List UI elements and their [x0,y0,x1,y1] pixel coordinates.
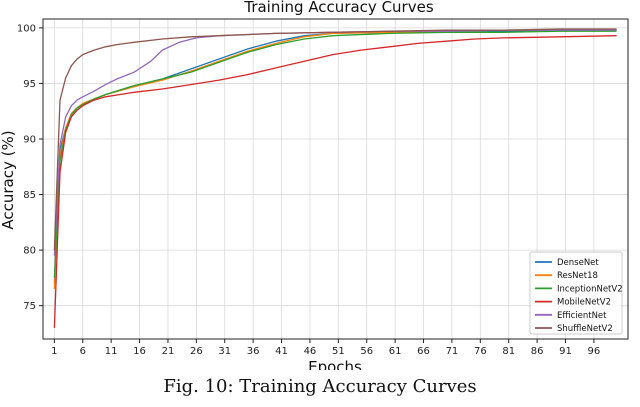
series-lines [53,28,617,328]
y-tick-label: 75 [23,301,36,312]
series-line-shufflenetv2 [53,28,617,251]
legend: DenseNet ResNet18 InceptionNetV2 MobileNetV… [529,251,623,335]
x-tick-label: 11 [105,346,118,357]
legend-label: ResNet18 [557,271,598,281]
grid [43,19,628,339]
x-tick-label: 96 [588,346,601,357]
legend-label: InceptionNetV2 [557,284,623,294]
x-tick-label: 91 [559,346,572,357]
x-ticks: 1 6 11 16 21 26 31 36 41 46 51 56 61 66 71 76 81 86 91 96 [51,339,600,357]
y-axis-label: Accuracy (%) [0,130,17,229]
x-tick-label: 36 [247,346,260,357]
series-line-mobilenetv2 [53,35,617,328]
x-tick-label: 56 [360,346,373,357]
series-line-efficientnet [53,29,617,256]
y-tick-label: 100 [17,23,36,34]
y-tick-label: 95 [23,79,36,90]
x-tick-label: 26 [190,346,203,357]
x-tick-label: 66 [417,346,430,357]
y-tick-label: 85 [23,190,36,201]
x-tick-label: 31 [218,346,231,357]
x-tick-label: 21 [162,346,175,357]
series-line-inceptionnetv2 [53,30,617,278]
x-tick-label: 51 [332,346,345,357]
x-tick-label: 86 [531,346,544,357]
chart-title: Training Accuracy Curves [243,0,433,16]
series-line-densenet [53,29,617,284]
legend-label: ShuffleNetV2 [557,324,613,334]
x-axis-label: Epochs [308,358,362,370]
legend-label: DenseNet [557,258,599,268]
legend-label: EfficientNet [557,311,607,321]
x-tick-label: 46 [304,346,317,357]
legend-label: MobileNetV2 [557,298,611,308]
x-tick-label: 6 [80,346,86,357]
accuracy-chart: Training Accuracy Curves 1 6 11 16 21 26 31 36 4… [0,0,629,370]
y-tick-label: 90 [23,135,36,146]
x-tick-label: 81 [502,346,515,357]
y-tick-label: 80 [23,246,36,257]
x-tick-label: 1 [51,346,57,357]
x-tick-label: 41 [275,346,288,357]
x-tick-label: 61 [389,346,402,357]
x-tick-label: 71 [446,346,459,357]
plot-frame [42,18,629,340]
legend-box [529,251,623,335]
figure-caption: Fig. 10: Training Accuracy Curves [163,376,477,397]
y-ticks: 75 80 85 90 95 100 [17,23,43,312]
x-tick-label: 16 [133,346,146,357]
x-tick-label: 76 [474,346,487,357]
